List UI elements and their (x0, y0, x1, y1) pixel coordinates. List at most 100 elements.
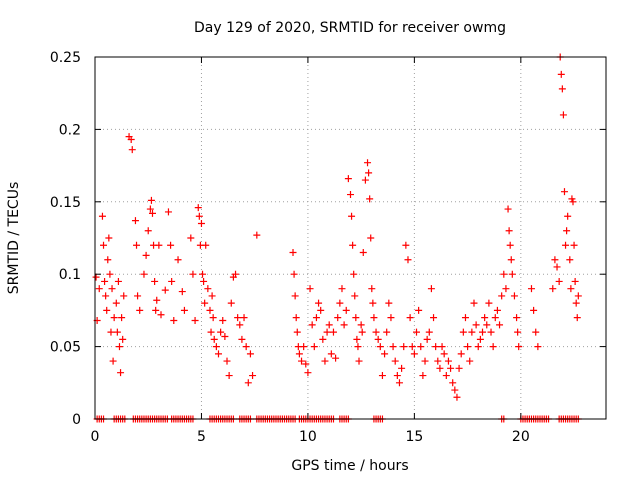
data-point (340, 321, 348, 329)
data-point (474, 343, 482, 351)
data-point (563, 227, 571, 235)
grid-lines (95, 57, 606, 419)
data-point (144, 227, 152, 235)
data-point (374, 335, 382, 343)
data-point (290, 270, 298, 278)
x-axis-label: GPS time / hours (291, 458, 408, 474)
data-point (510, 292, 518, 300)
data-point (483, 321, 491, 329)
data-point (348, 212, 356, 220)
data-point (366, 195, 374, 203)
data-point (334, 314, 342, 322)
data-point (134, 292, 142, 300)
data-point (127, 136, 135, 144)
data-point (534, 343, 542, 351)
data-point (120, 292, 128, 300)
data-point (464, 343, 472, 351)
y-tick-label: 0.2 (59, 122, 81, 138)
data-point (367, 234, 375, 242)
data-point (133, 241, 141, 249)
data-point (502, 285, 510, 293)
data-point (567, 285, 575, 293)
data-point (300, 343, 308, 351)
data-point (207, 328, 215, 336)
data-point (391, 357, 399, 365)
y-tick-label: 0 (72, 412, 81, 428)
data-point (571, 277, 579, 285)
y-tick-label: 0.15 (50, 195, 81, 211)
data-point (187, 234, 195, 242)
data-point (468, 328, 476, 336)
data-point (336, 299, 344, 307)
data-point (92, 273, 100, 281)
data-point (103, 306, 111, 314)
data-point (110, 314, 118, 322)
data-point (506, 241, 514, 249)
data-point (304, 369, 312, 377)
data-point (342, 306, 350, 314)
data-points (92, 53, 582, 423)
data-point (500, 270, 508, 278)
chart-title: Day 129 of 2020, SRMTID for receiver owm… (194, 20, 506, 36)
data-point (425, 328, 433, 336)
data-point (312, 314, 320, 322)
data-point (493, 306, 501, 314)
data-point (368, 285, 376, 293)
data-point (378, 372, 386, 380)
data-point (449, 379, 457, 387)
data-point (199, 270, 207, 278)
data-point (442, 372, 450, 380)
data-point (152, 306, 160, 314)
data-point (359, 248, 367, 256)
data-point (115, 343, 123, 351)
data-point (189, 270, 197, 278)
data-point (219, 317, 227, 325)
data-point (105, 234, 113, 242)
data-point (573, 314, 581, 322)
data-point (249, 372, 257, 380)
data-point (315, 299, 323, 307)
data-point (472, 321, 480, 329)
data-point (321, 357, 329, 365)
data-point (357, 321, 365, 329)
data-point (347, 191, 354, 199)
data-point (170, 317, 178, 325)
data-point (227, 299, 235, 307)
data-point (417, 343, 425, 351)
data-point (308, 321, 316, 329)
data-point (344, 175, 352, 183)
data-point (167, 241, 175, 249)
data-point (476, 335, 484, 343)
data-point (398, 364, 406, 372)
data-point (444, 357, 452, 365)
data-point (393, 372, 401, 380)
data-point (238, 335, 246, 343)
data-point (455, 364, 463, 372)
data-point (559, 111, 567, 119)
data-point (209, 314, 217, 322)
data-point (553, 263, 561, 271)
data-point (128, 146, 136, 154)
data-point (364, 159, 372, 167)
data-point (236, 321, 244, 329)
data-point (325, 321, 333, 329)
data-point (292, 314, 300, 322)
data-point (225, 372, 233, 380)
data-point (549, 285, 557, 293)
data-point (410, 350, 418, 358)
data-point (113, 328, 121, 336)
data-point (310, 343, 318, 351)
y-axis-label: SRMTID / TECUs (6, 182, 22, 295)
data-point (112, 299, 120, 307)
data-point (101, 277, 109, 285)
data-point (453, 393, 461, 401)
data-point (415, 306, 423, 314)
data-point (479, 328, 487, 336)
data-point (147, 196, 155, 204)
data-point (157, 311, 165, 319)
data-point (459, 328, 467, 336)
x-tick-label: 10 (299, 429, 317, 445)
data-point (349, 241, 357, 249)
data-point (204, 285, 212, 293)
